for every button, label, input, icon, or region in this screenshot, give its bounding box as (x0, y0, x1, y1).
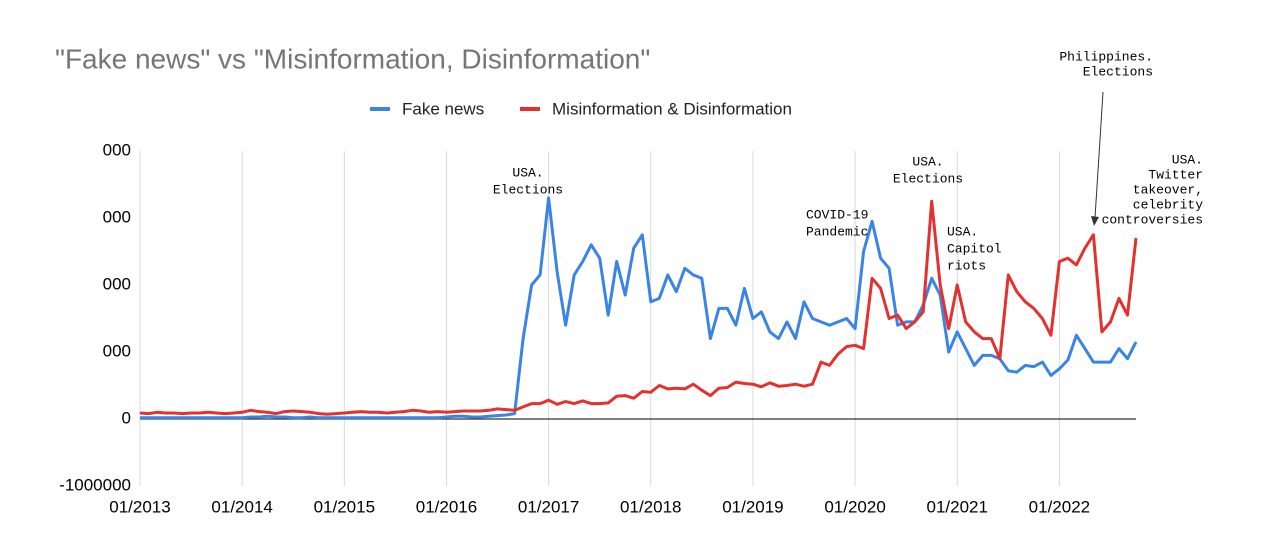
annotation: USA. (512, 165, 543, 180)
series-line (139, 199, 1138, 416)
annotation: Capitol (947, 241, 1002, 256)
annotation: Elections (1083, 64, 1153, 79)
y-tick-label: 0 (122, 408, 131, 427)
x-tick-label: 01/2017 (518, 497, 579, 516)
x-tick-label: 01/2015 (314, 497, 375, 516)
x-tick-label: 01/2014 (211, 497, 272, 516)
annotation: Elections (493, 182, 563, 197)
y-tick-label: 000 (103, 207, 131, 226)
x-tick-label: 01/2021 (927, 497, 988, 516)
x-tick-label: 01/2013 (109, 497, 170, 516)
annotation: riots (947, 258, 986, 273)
legend-item: Fake news (370, 99, 484, 118)
annotation: Twitter (1148, 167, 1203, 182)
annotation-arrow (1094, 91, 1104, 219)
y-tick-label: 000 (103, 274, 131, 293)
annotation: Elections (893, 171, 963, 186)
x-tick-label: 01/2016 (416, 497, 477, 516)
x-tick-label: 01/2018 (620, 497, 681, 516)
annotation: controversies (1102, 212, 1203, 227)
annotation: USA. (947, 224, 978, 239)
legend-item: Misinformation & Disinformation (520, 99, 792, 118)
series-line (140, 196, 1138, 420)
legend-label: Fake news (402, 99, 484, 118)
x-tick-label: 01/2022 (1029, 497, 1090, 516)
x-tick-label: 01/2019 (722, 497, 783, 516)
annotation: Pandemic (806, 224, 868, 239)
chart-title: "Fake news" vs "Misinformation, Disinfor… (55, 43, 650, 74)
annotation: celebrity (1133, 197, 1203, 212)
annotation: COVID-19 (806, 207, 868, 222)
y-tick-label: -1000000 (59, 475, 131, 494)
y-tick-label: 000 (103, 140, 131, 159)
legend-label: Misinformation & Disinformation (552, 99, 792, 118)
annotation: takeover, (1133, 182, 1203, 197)
y-tick-label: 000 (103, 341, 131, 360)
annotation: USA. (1172, 152, 1203, 167)
annotation: Philippines. (1059, 49, 1153, 64)
annotation-arrowhead (1091, 216, 1099, 226)
annotation: USA. (912, 154, 943, 169)
x-tick-label: 01/2020 (824, 497, 885, 516)
